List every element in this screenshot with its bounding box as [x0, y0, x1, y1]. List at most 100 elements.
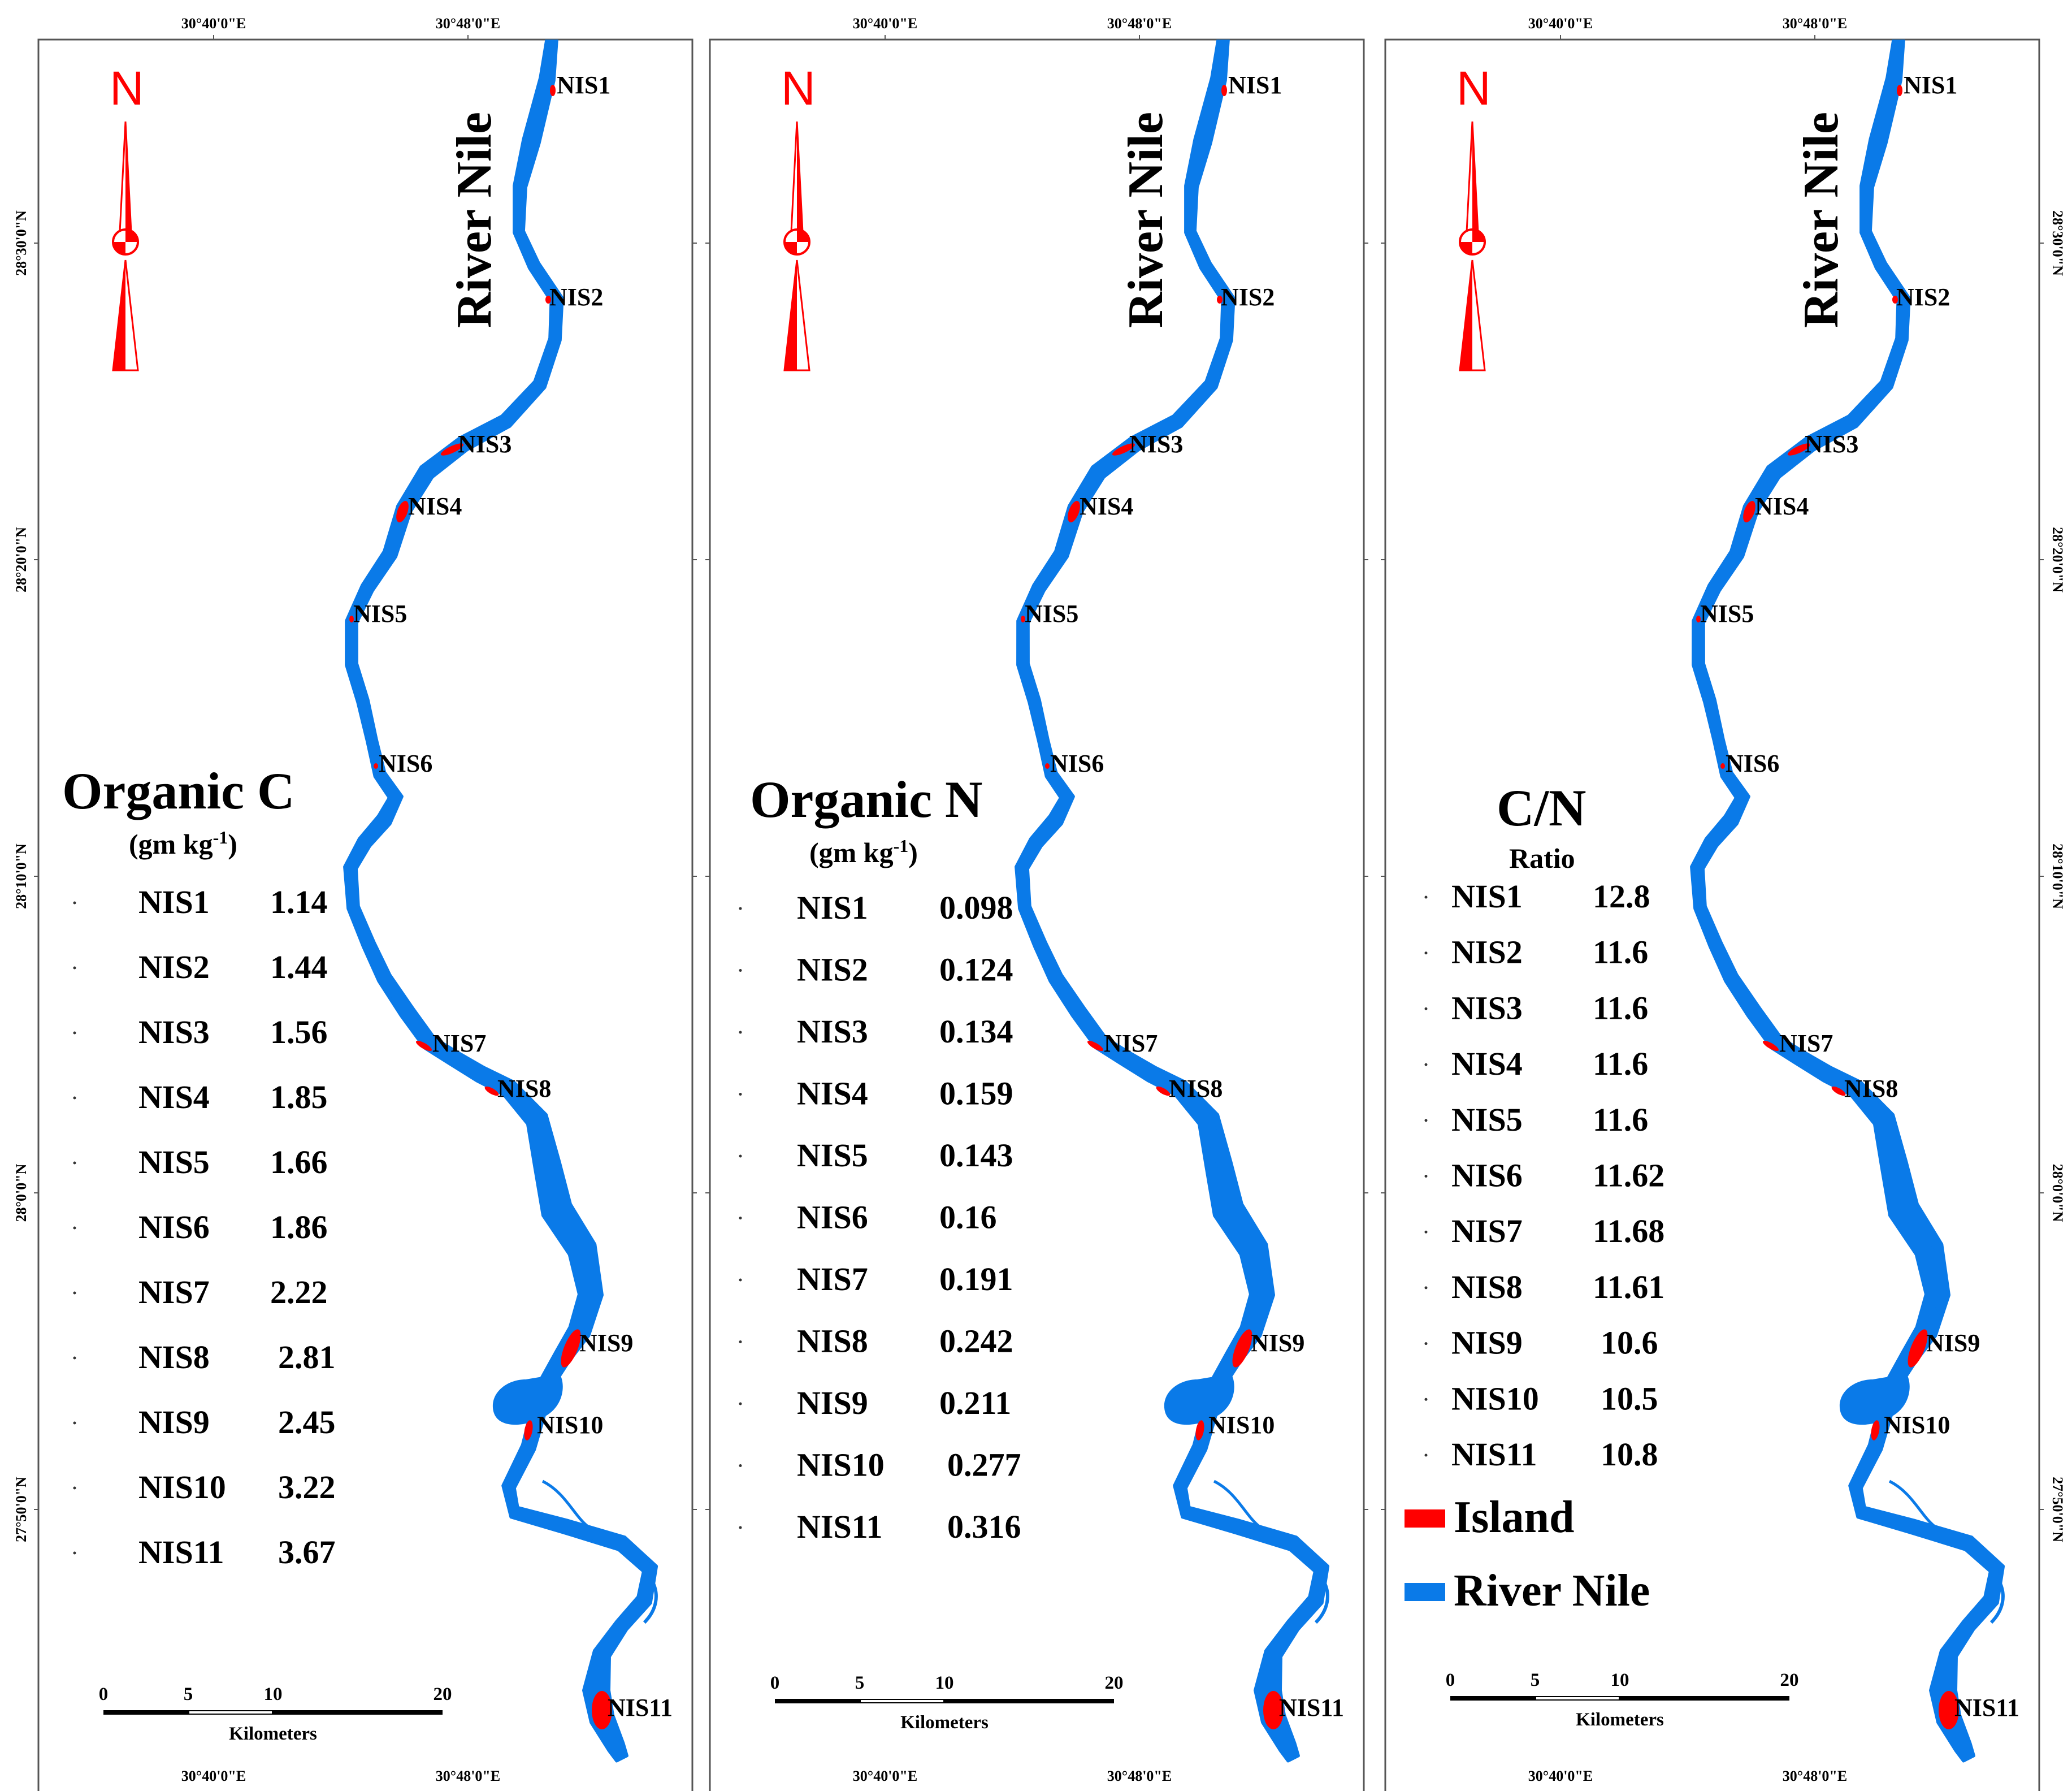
- row-site: NIS3: [797, 1013, 868, 1050]
- island-nis2: [545, 296, 551, 304]
- river-layer: [1690, 40, 2005, 1763]
- scale-tick-label: 10: [264, 1684, 283, 1705]
- row-bullet: [73, 1161, 76, 1165]
- y-tick-right: 28°30'0"N: [2049, 210, 2066, 276]
- row-bullet: [73, 1551, 76, 1555]
- row-value: 0.124: [939, 951, 1013, 988]
- row-value: 12.8: [1593, 878, 1650, 915]
- row-value: 2.22: [270, 1274, 328, 1310]
- row-site: NIS11: [1451, 1436, 1537, 1473]
- row-bullet: [73, 1356, 76, 1360]
- river-nile-basin: [1839, 1374, 1910, 1425]
- island-label: NIS10: [1884, 1411, 1950, 1439]
- scale-tick-label: 5: [184, 1684, 193, 1705]
- north-arrow: N: [781, 62, 816, 371]
- island-label: NIS10: [537, 1411, 603, 1439]
- island-nis1: [550, 85, 556, 96]
- island-label: NIS11: [1954, 1694, 2019, 1721]
- north-arrow-quadrant: [1472, 230, 1485, 242]
- row-value: 0.098: [939, 889, 1013, 926]
- river-nile-widening: [1926, 1244, 1947, 1312]
- north-arrow-quadrant: [113, 242, 125, 254]
- north-arrow-tail-fill: [784, 260, 797, 370]
- island-nis7: [1762, 1040, 1779, 1052]
- row-bullet: [73, 966, 76, 970]
- island-nis7: [1087, 1040, 1104, 1052]
- row-bullet: [1424, 1286, 1428, 1290]
- island-label: NIS8: [497, 1075, 551, 1102]
- row-site: NIS8: [1451, 1269, 1523, 1305]
- row-bullet: [1424, 1342, 1428, 1346]
- row-site: NIS5: [1451, 1101, 1523, 1138]
- north-arrow-quadrant: [125, 230, 138, 242]
- island-nis10: [1195, 1420, 1204, 1440]
- legend: Island River Nile: [1405, 1492, 1650, 1616]
- island-nis10: [524, 1420, 533, 1440]
- map-frame: [1384, 38, 2040, 1791]
- row-site: NIS3: [1451, 989, 1523, 1026]
- island-nis4: [1743, 500, 1755, 523]
- scale-unit: Kilometers: [900, 1712, 989, 1733]
- panel-unit-sup: -1: [894, 836, 909, 856]
- row-site: NIS5: [797, 1137, 868, 1174]
- scale-unit: Kilometers: [229, 1724, 317, 1744]
- island-label: NIS10: [1208, 1411, 1275, 1439]
- x-tick-bottom: 30°40'0"E: [181, 1768, 246, 1784]
- island-nis1: [1221, 85, 1227, 96]
- island-label: NIS1: [557, 71, 610, 99]
- row-site: NIS3: [138, 1014, 210, 1050]
- panel-unit-text: Ratio: [1509, 842, 1575, 874]
- island-label: NIS6: [379, 750, 432, 777]
- row-site: NIS11: [138, 1534, 224, 1571]
- island-label: NIS3: [458, 430, 512, 458]
- row-site: NIS10: [138, 1469, 226, 1506]
- island-label: NIS5: [1700, 600, 1754, 628]
- row-value: 1.86: [270, 1209, 328, 1245]
- row-site: NIS8: [797, 1323, 868, 1360]
- row-value: 10.6: [1601, 1325, 1658, 1361]
- row-bullet: [739, 1464, 742, 1467]
- island-nis11: [1263, 1691, 1284, 1729]
- north-arrow: N: [1457, 62, 1491, 371]
- north-arrow-head-fill: [797, 122, 803, 232]
- island-nis3: [1787, 443, 1811, 456]
- x-tick-bottom: 30°40'0"E: [853, 1768, 917, 1784]
- row-bullet: [73, 901, 76, 905]
- island-label: NIS4: [1755, 492, 1809, 520]
- north-arrow-head-fill: [125, 122, 131, 232]
- y-tick-left: 28°30'0"N: [13, 210, 29, 276]
- row-bullet: [739, 907, 742, 910]
- data-panel-2: Organic N (gm kg-1) NIS1 0.098 NIS2 0.124 NIS3…: [739, 771, 1021, 1545]
- island-nis5: [1696, 616, 1701, 622]
- island-label: NIS6: [1050, 750, 1104, 777]
- row-site: NIS6: [797, 1199, 868, 1236]
- row-bullet: [1424, 1398, 1428, 1401]
- row-bullet: [739, 1340, 742, 1343]
- island-label: NIS7: [1104, 1029, 1158, 1057]
- x-tick-top: 30°48'0"E: [1107, 15, 1172, 32]
- island-nis10: [1871, 1420, 1880, 1440]
- island-label: NIS8: [1169, 1075, 1223, 1102]
- river-nile-branch: [1989, 1576, 2005, 1624]
- row-value: 11.6: [1593, 1101, 1648, 1138]
- river-nile-widening: [1878, 1102, 1900, 1176]
- row-bullet: [739, 1526, 742, 1529]
- data-panel-1: Organic C (gm kg-1) NIS1 1.14 NIS2 1.44 NIS3 1.…: [62, 762, 336, 1571]
- scale-tick-label: 20: [434, 1684, 452, 1705]
- row-site: NIS4: [797, 1075, 868, 1112]
- row-value: 0.277: [947, 1447, 1021, 1483]
- row-bullet: [73, 1031, 76, 1035]
- north-arrow-head-fill: [1472, 122, 1478, 232]
- row-bullet: [73, 1226, 76, 1230]
- row-value: 0.316: [947, 1508, 1021, 1545]
- row-site: NIS7: [797, 1261, 868, 1297]
- map-panel-2: NIS1 NIS2 NIS3 NIS4 NIS5 NIS6 NIS7 NIS8 NIS9 NIS1…: [705, 15, 1368, 1791]
- row-bullet: [1424, 1063, 1428, 1066]
- scale-bar-segment: [1450, 1696, 1789, 1701]
- north-arrow-tail-fill: [113, 260, 125, 370]
- row-site: NIS10: [797, 1447, 885, 1483]
- river-nile-widening: [1203, 1102, 1224, 1176]
- row-value: 11.6: [1593, 989, 1648, 1026]
- row-bullet: [1424, 1453, 1428, 1457]
